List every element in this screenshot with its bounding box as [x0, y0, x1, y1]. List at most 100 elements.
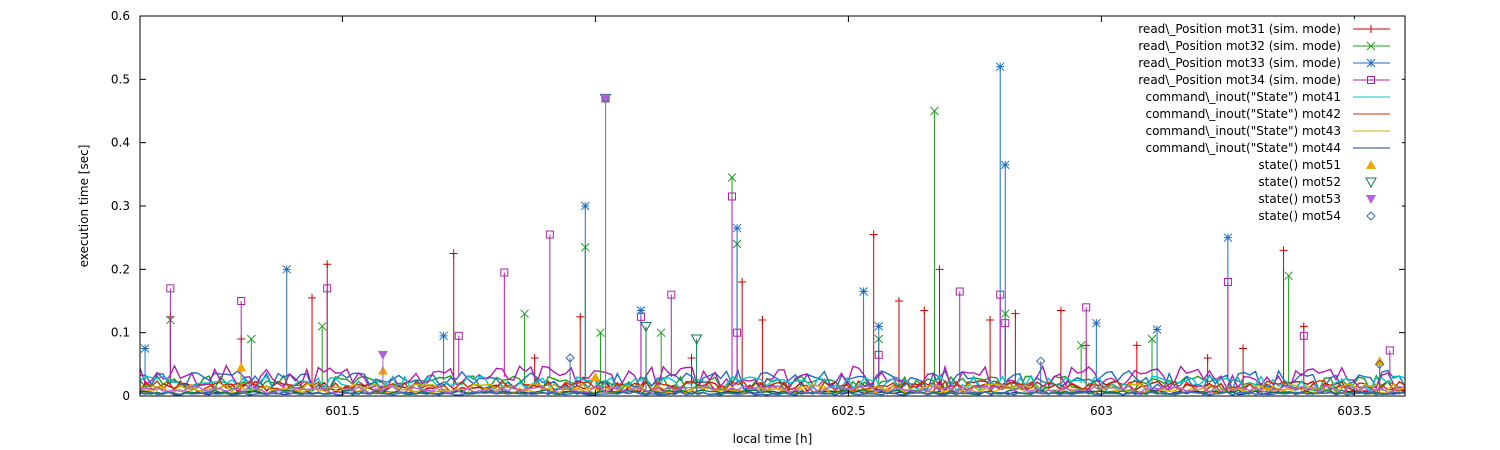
series-7-band	[140, 383, 1405, 394]
series-2-point	[1284, 271, 1293, 281]
legend: read\_Position mot31 (sim. mode) read\_Po…	[1128, 19, 1402, 225]
legend-label: state() mot52	[1258, 175, 1341, 189]
series-2-point	[930, 106, 939, 116]
legend-sample	[1353, 76, 1390, 84]
series-12	[140, 353, 1405, 396]
series-4-point	[323, 284, 332, 293]
legend-marker	[1366, 160, 1376, 169]
series-2-point	[727, 173, 737, 182]
x-tick-label: 602.5	[831, 404, 865, 418]
series-3-point	[859, 287, 868, 296]
series-3-point	[874, 321, 884, 331]
series-3-point	[1152, 325, 1162, 334]
series-12-band	[140, 391, 1405, 396]
series-1-point	[449, 249, 458, 258]
series-9-point	[236, 362, 247, 372]
series-3-point	[580, 201, 590, 211]
series-1-point	[1011, 309, 1020, 318]
series-3-point	[1091, 318, 1101, 328]
legend-label: read\_Position mot34 (sim. mode)	[1138, 73, 1341, 87]
legend-sample	[1353, 25, 1390, 33]
series-4-point	[733, 328, 742, 337]
series-4-point	[237, 297, 246, 305]
series-12-point	[1035, 356, 1046, 366]
series-1-point	[1239, 344, 1248, 353]
series-12-point	[565, 353, 575, 363]
legend-marker	[1366, 41, 1376, 51]
series-3-point	[1223, 233, 1233, 243]
series-1-point	[986, 316, 995, 324]
legend-label: state() mot51	[1258, 158, 1341, 172]
legend-sample	[1366, 160, 1376, 169]
series-1-point	[935, 265, 944, 274]
series-10-point	[690, 334, 703, 346]
plot-content	[140, 62, 1405, 396]
series-11-band	[140, 384, 1405, 395]
x-tick-label: 602	[584, 404, 607, 418]
series-3-point	[636, 306, 646, 315]
y-tick-label: 0.2	[111, 262, 130, 276]
legend-label: command\_inout("State") mot42	[1145, 107, 1341, 121]
series-1-point	[1279, 246, 1288, 255]
legend-sample	[1366, 211, 1376, 221]
legend-label: command\_inout("State") mot43	[1145, 124, 1341, 138]
legend-label: read\_Position mot31 (sim. mode)	[1138, 22, 1341, 36]
series-11	[140, 94, 1405, 395]
series-4-point	[1223, 278, 1232, 286]
y-tick-label: 0.5	[111, 72, 130, 86]
series-1-point	[323, 260, 332, 269]
series-4-point	[166, 284, 175, 293]
axes: 0 0.1 0.2 0.3 0.4 0.5 0.6 601.5 602 602.5 603 603.5	[111, 9, 1405, 418]
legend-background	[1128, 19, 1402, 225]
series-11-point	[377, 350, 388, 360]
series-2-point	[1147, 334, 1157, 344]
y-tick-label: 0.1	[111, 326, 130, 340]
y-tick-label: 0.3	[111, 199, 130, 213]
series-4-point	[728, 192, 737, 201]
series-10-point	[640, 321, 652, 333]
legend-marker	[1366, 195, 1376, 204]
series-1-point	[895, 297, 903, 305]
x-axis-title: local time [h]	[733, 432, 813, 446]
series-2-point	[317, 321, 327, 331]
series-1-point	[1056, 306, 1065, 315]
series-11-point	[600, 94, 611, 104]
series-4-point	[636, 312, 645, 321]
legend-label: read\_Position mot32 (sim. mode)	[1138, 39, 1341, 53]
y-tick-label: 0.6	[111, 9, 130, 23]
legend-sample	[1353, 41, 1390, 51]
series-1-point	[1203, 354, 1212, 362]
legend-sample	[1365, 177, 1377, 189]
series-1-point	[738, 278, 747, 286]
series-1-point	[869, 230, 878, 239]
series-7	[140, 383, 1405, 394]
series-2-point	[596, 328, 605, 338]
series-4-band	[140, 364, 1405, 391]
series-1-point	[1132, 341, 1141, 350]
series-1-point	[576, 312, 585, 321]
legend-marker	[1365, 177, 1377, 189]
series-3-band	[140, 368, 1405, 392]
series-3-point	[1000, 160, 1010, 170]
legend-marker	[1366, 211, 1376, 221]
series-4-point	[996, 290, 1005, 299]
legend-marker	[1367, 25, 1375, 33]
y-axis-title: execution time [sec]	[77, 145, 91, 268]
series-4-point	[454, 331, 463, 340]
x-tick-label: 603	[1090, 404, 1113, 418]
series-4-point	[955, 287, 964, 296]
legend-sample	[1353, 58, 1390, 68]
series-2-point	[656, 328, 666, 338]
series-4-point	[667, 290, 676, 299]
plot-area	[140, 62, 1405, 396]
legend-label: command\_inout("State") mot41	[1145, 90, 1341, 104]
series-4-point	[1299, 331, 1308, 340]
legend-label: state() mot53	[1258, 192, 1341, 206]
series-4-point	[874, 350, 883, 359]
series-1-point	[758, 316, 767, 324]
series-2-point	[1076, 340, 1086, 350]
series-2-point	[246, 334, 256, 344]
series-9-point	[590, 372, 601, 381]
series-1-point	[1299, 322, 1308, 331]
